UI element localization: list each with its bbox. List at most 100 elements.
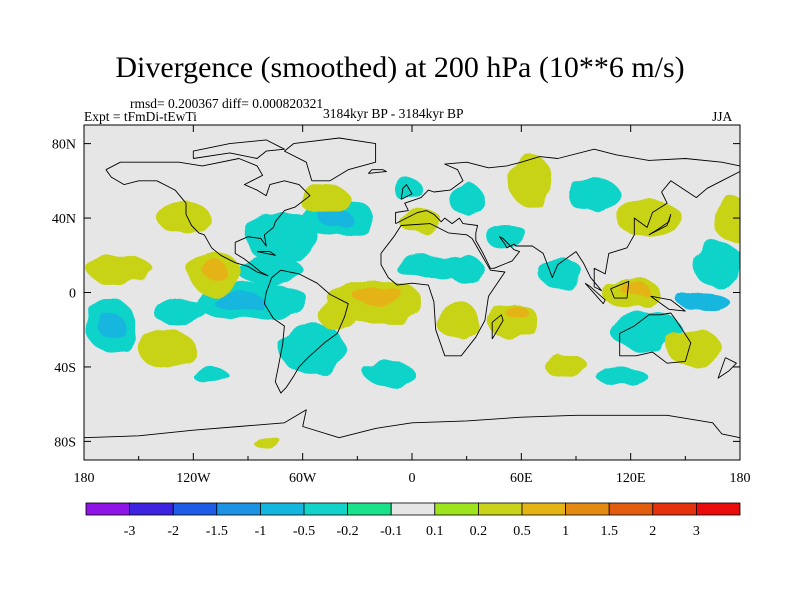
coastline-8 [610, 280, 630, 299]
field-region-pos-asia [508, 154, 553, 207]
coastline-9 [650, 295, 686, 312]
x-tick-label-1: 120W [176, 471, 211, 486]
x-tick-label-3: 0 [409, 471, 416, 486]
stats-label: rmsd= 0.200367 diff= 0.000820321 [130, 96, 324, 111]
coastline-17 [257, 251, 276, 256]
y-tick-label-1: 40N [52, 212, 76, 227]
period-label: 3184kyr BP - 3184kyr BP [323, 106, 464, 121]
colorbar-label-9: 0.5 [513, 524, 531, 539]
colorbar-label-0: -3 [124, 524, 136, 539]
colorbar-box-1 [129, 502, 174, 516]
colorbar-label-5: -0.2 [337, 524, 359, 539]
colorbar-box-13 [652, 502, 697, 516]
field-region-pos-southern-indian [545, 355, 589, 379]
colorbar-label-7: 0.1 [426, 524, 444, 539]
field-region-neg-australia [608, 311, 682, 349]
field-region-neg-europe [448, 184, 485, 215]
colorbar-box-14 [696, 502, 741, 516]
axis-ticks: 180 120W 60W 0 60E 120E 180 80N 40N 0 40S 80S [52, 125, 751, 486]
chart-title: Divergence (smoothed) at 200 hPa (10**6 … [115, 51, 685, 84]
coastline-15 [717, 357, 737, 379]
coastline-5 [400, 184, 413, 200]
field-region-neg-eq-east-pacific-core [213, 292, 265, 312]
coastline-10 [648, 213, 672, 236]
coastline-12 [283, 137, 377, 182]
colorbar-box-11 [565, 502, 610, 516]
field-region-neg-west-pacific [692, 242, 740, 287]
coastline-6 [619, 312, 692, 364]
coastline-16 [367, 169, 387, 174]
coastline-14 [192, 139, 285, 159]
field-region-neg-east-pacific-south [193, 368, 230, 384]
field-region-neg-north-america [244, 210, 318, 263]
field-region-pos-south-america-east [317, 299, 361, 330]
colorbar-box-0 [85, 502, 130, 516]
field-region-pos-indian-south-core [505, 303, 527, 319]
field-region-pos-indonesia-core [619, 281, 649, 297]
colorbar-box-7 [390, 502, 436, 516]
experiment-label: Expt = tFmDi-tEwTi [84, 109, 197, 124]
field-region-neg-indian-ocean [539, 259, 584, 289]
coastline-1 [263, 269, 349, 394]
coastline-0 [105, 158, 311, 277]
y-tick-label-0: 80N [52, 138, 76, 153]
divergence-field [85, 154, 740, 447]
field-region-pos-south-pacific [667, 329, 722, 367]
coastline-3 [395, 148, 740, 224]
field-region-pos-west-europe [399, 210, 443, 233]
colorbar-box-4 [259, 502, 305, 516]
coastline-13 [84, 409, 740, 439]
field-region-pos-eq-central-pacific [136, 329, 196, 367]
colorbar-box-9 [477, 502, 523, 516]
colorbar-box-5 [303, 502, 348, 516]
field-region-neg-pacific-west-core [98, 313, 125, 339]
field-region-pos-antarctic [251, 435, 281, 447]
y-tick-label-2: 0 [69, 287, 76, 302]
colorbar-label-3: -1 [255, 524, 267, 539]
y-tick-label-3: 40S [54, 361, 76, 376]
field-region-pos-north-pacific [156, 203, 212, 234]
field-region-pos-china [616, 199, 682, 237]
field-region-pos-ne-pacific [712, 195, 740, 241]
colorbar: -3 -2 -1.5 -1 -0.5 -0.2 -0.1 0.1 0.2 0.5 1 1.5 2 3 [85, 502, 741, 539]
colorbar-label-13: 3 [693, 524, 700, 539]
field-region-pos-mexico-core [204, 259, 227, 282]
colorbar-label-11: 1.5 [600, 524, 618, 539]
x-tick-label-5: 120E [616, 471, 646, 486]
colorbar-label-1: -2 [167, 524, 179, 539]
colorbar-box-6 [347, 502, 392, 516]
field-region-neg-pacific-mid [153, 296, 205, 326]
field-region-pos-central-pacific [87, 255, 154, 286]
colorbar-label-6: -0.1 [380, 524, 402, 539]
colorbar-box-2 [172, 502, 218, 516]
field-region-neg-west-pacific-core [678, 292, 730, 312]
field-region-neg-south-atlantic [364, 363, 416, 386]
colorbar-box-10 [521, 502, 566, 516]
field-region-pos-africa-south [435, 301, 480, 339]
field-region-neg-south-america [279, 322, 345, 375]
colorbar-label-2: -1.5 [206, 524, 228, 539]
field-region-neg-europe-west [393, 178, 423, 202]
coastline-2 [380, 223, 506, 357]
colorbar-label-12: 2 [649, 524, 656, 539]
field-region-pos-greenland [299, 184, 350, 215]
field-region-pos-atlantic-eq-core [353, 286, 405, 306]
x-tick-label-6: 180 [730, 471, 751, 486]
coastline-11 [491, 314, 504, 340]
y-tick-label-4: 80S [54, 435, 76, 450]
coastline-4 [395, 171, 740, 292]
colorbar-label-8: 0.2 [470, 524, 488, 539]
field-region-neg-southern-ocean [596, 367, 648, 386]
field-region-neg-gulf [237, 255, 303, 286]
coastlines [84, 137, 740, 439]
x-tick-label-4: 60E [510, 471, 533, 486]
colorbar-label-10: 1 [562, 524, 569, 539]
season-label: JJA [712, 109, 733, 124]
colorbar-label-4: -0.5 [293, 524, 315, 539]
x-tick-label-0: 180 [74, 471, 95, 486]
field-region-neg-africa-east [448, 257, 485, 284]
colorbar-box-12 [608, 502, 654, 516]
x-tick-label-2: 60W [289, 471, 317, 486]
field-region-neg-arabia [484, 225, 529, 248]
